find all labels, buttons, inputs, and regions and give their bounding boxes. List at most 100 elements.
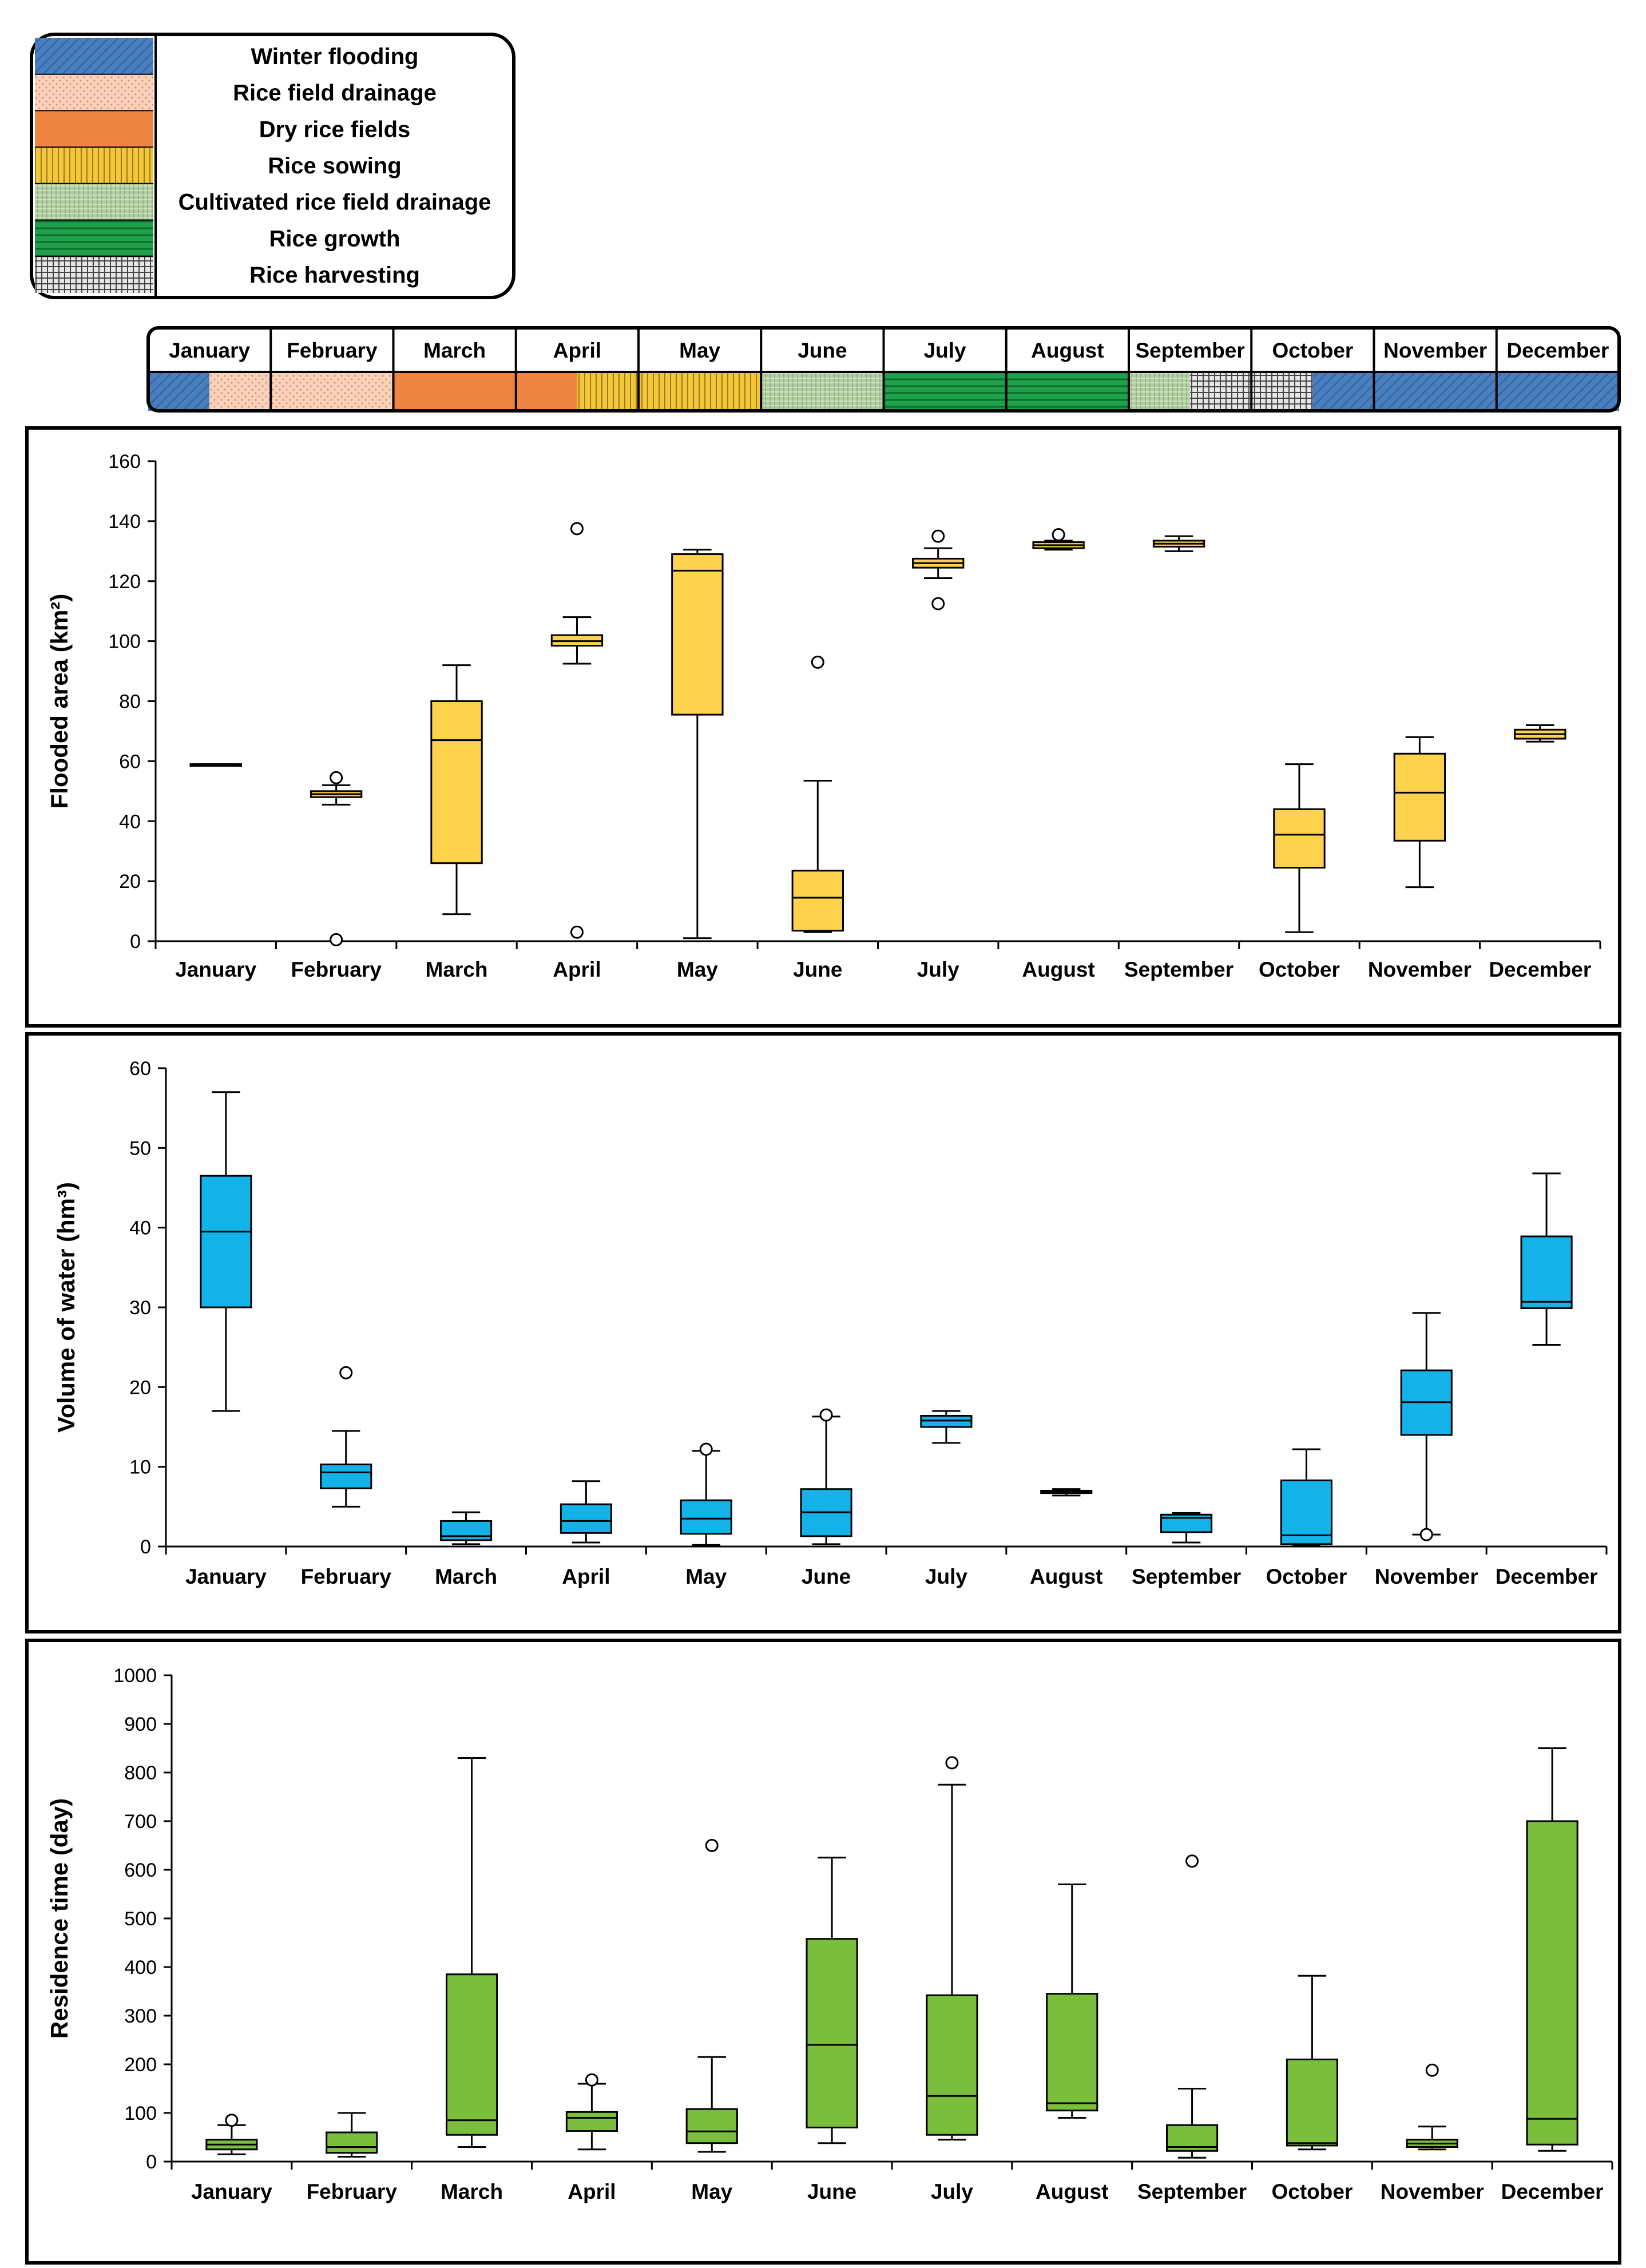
x-tick-label-april: April: [568, 2180, 616, 2203]
box-june: [800, 1408, 852, 1545]
box-september: [1152, 535, 1205, 552]
calendar-segment-dry: [393, 372, 516, 411]
outlier-point: [339, 1366, 353, 1379]
outlier-point: [945, 1756, 959, 1770]
box-iqr: [806, 1938, 858, 2128]
calendar-segment-sowing: [577, 372, 638, 411]
y-axis-title: Flooded area (km²): [46, 594, 73, 809]
x-tick-label-february: February: [301, 1565, 392, 1588]
x-tick-label-september: September: [1124, 958, 1233, 981]
box-march: [430, 664, 483, 915]
outlier-point: [330, 933, 343, 946]
box-iqr: [1526, 1820, 1578, 2146]
outlier-point: [699, 1442, 713, 1456]
x-tick-label-october: October: [1259, 958, 1340, 981]
calendar-segment-growth: [1006, 372, 1129, 411]
y-tick-label: 0: [130, 931, 141, 953]
box-iqr: [1046, 1993, 1098, 2112]
y-tick-label: 300: [124, 2005, 157, 2027]
box-may: [685, 1839, 738, 2153]
box-june: [791, 655, 844, 933]
box-january: [189, 763, 242, 767]
calendar-segment-drain: [271, 372, 394, 411]
x-tick-label-february: February: [307, 2180, 398, 2203]
box-iqr: [680, 1499, 732, 1535]
y-tick-label: 400: [124, 1957, 157, 1978]
box-iqr: [1286, 2059, 1338, 2147]
chart-residence-time: 0 100 200 300 400 500 600 700 800 900 1000 January F…: [46, 1665, 1613, 2203]
panel-frame-flooded: [25, 426, 1621, 1028]
box-october: [1273, 763, 1326, 933]
y-tick-label: 140: [108, 511, 141, 533]
legend-label-drain: Rice field drainage: [233, 81, 437, 106]
box-october: [1286, 1974, 1338, 2151]
x-tick-label-august: August: [1022, 958, 1094, 981]
x-tick-label-june: June: [802, 1565, 851, 1588]
calendar-month-march: March: [423, 339, 486, 362]
legend-swatch-harvest: [35, 256, 153, 293]
x-tick-label-march: March: [441, 2180, 503, 2203]
x-tick-label-july: July: [931, 2180, 973, 2203]
legend-swatch-sowing: [35, 147, 153, 184]
x-tick-label-october: October: [1271, 2180, 1353, 2203]
box-march: [440, 1511, 493, 1545]
y-tick-label: 200: [124, 2054, 157, 2076]
box-iqr: [1280, 1479, 1332, 1545]
box-iqr: [326, 2131, 378, 2154]
outlier-point: [330, 771, 343, 784]
x-tick-label-august: August: [1036, 2180, 1108, 2203]
chart-flooded-area: 0 20 40 60 80 100 120 140 160 January February Marc…: [46, 451, 1601, 981]
box-august: [1032, 528, 1085, 551]
y-axis-title: Residence time (day): [46, 1798, 73, 2039]
y-tick-label: 0: [146, 2151, 157, 2173]
box-december: [1526, 1747, 1578, 2152]
box-october: [1280, 1448, 1332, 1547]
box-iqr: [430, 700, 483, 865]
legend-label-harvest: Rice harvesting: [249, 263, 420, 288]
box-july: [926, 1756, 978, 2141]
panel-frame-residence: [25, 1639, 1621, 2265]
x-tick-label-april: April: [553, 958, 601, 981]
x-tick-label-february: February: [291, 958, 382, 981]
calendar-segment-harvest: [1251, 372, 1313, 411]
calendar-segment-dry: [515, 372, 577, 411]
x-tick-label-april: April: [562, 1565, 610, 1588]
outlier-point: [819, 1408, 833, 1422]
box-september: [1166, 1854, 1219, 2159]
calendar-month-october: October: [1272, 339, 1353, 362]
legend-swatch-winter: [35, 38, 153, 74]
x-tick-label-january: January: [175, 958, 256, 981]
box-august: [1040, 1488, 1093, 1497]
box-july: [912, 529, 965, 610]
x-tick-label-september: September: [1137, 2180, 1247, 2203]
y-tick-label: 40: [119, 811, 141, 832]
legend-label-dry: Dry rice fields: [259, 117, 411, 142]
box-may: [671, 549, 724, 939]
y-tick-label: 800: [124, 1762, 157, 1784]
panel-frame-volume: [25, 1032, 1621, 1633]
calendar-month-january: January: [169, 339, 250, 362]
box-iqr: [791, 870, 844, 932]
calendar-month-november: November: [1383, 339, 1487, 362]
calendar-segment-drain: [209, 372, 271, 411]
outlier-point: [1419, 1528, 1433, 1541]
box-iqr: [671, 553, 724, 716]
y-tick-label: 700: [124, 1811, 157, 1833]
legend-label-winter: Winter flooding: [251, 44, 419, 69]
y-tick-label: 20: [129, 1377, 151, 1398]
box-march: [446, 1757, 498, 2148]
box-november: [1393, 736, 1446, 889]
y-tick-label: 500: [124, 1908, 157, 1930]
calendar-segment-cultdrain: [761, 372, 884, 411]
y-tick-label: 100: [124, 2103, 157, 2124]
y-tick-label: 10: [129, 1457, 151, 1478]
y-tick-label: 120: [108, 571, 141, 593]
y-tick-label: 80: [119, 691, 141, 713]
outlier-point: [811, 655, 824, 669]
calendar-month-february: February: [287, 339, 378, 362]
box-iqr: [200, 1175, 252, 1309]
box-iqr: [1273, 808, 1326, 869]
outlier-point: [225, 2114, 239, 2127]
x-tick-label-december: December: [1489, 958, 1591, 981]
box-february: [320, 1366, 372, 1508]
